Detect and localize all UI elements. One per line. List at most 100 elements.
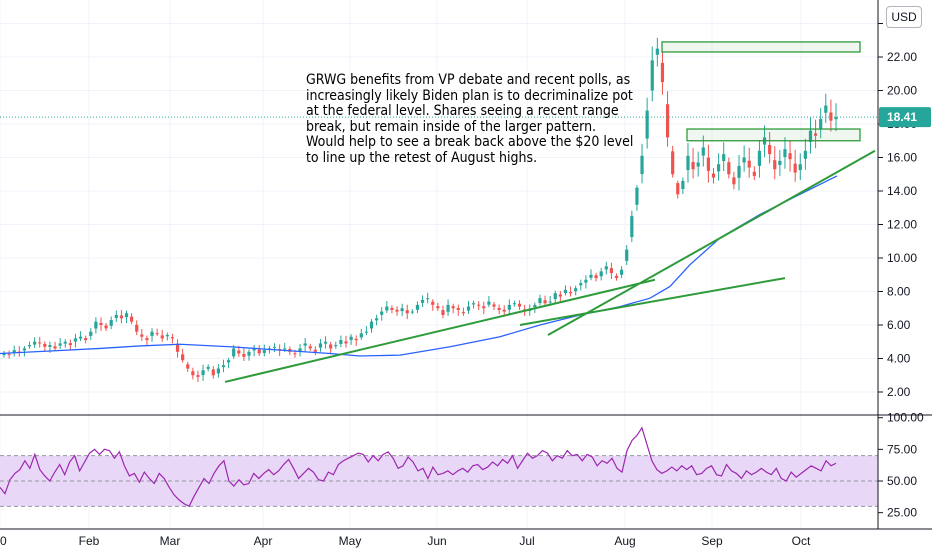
candle-body: [114, 314, 118, 318]
y-tick-label: 6.00: [887, 318, 911, 332]
candle-body: [89, 331, 93, 336]
candle-body: [808, 130, 813, 142]
y-tick-label: 8.00: [887, 285, 911, 299]
candle-body: [798, 164, 802, 171]
candle-body: [813, 133, 818, 136]
candle-body: [375, 318, 379, 321]
candle-body: [487, 301, 491, 305]
candle-body: [38, 342, 42, 344]
candle-body: [517, 303, 522, 307]
candle-body: [334, 345, 338, 347]
candle-body: [135, 324, 139, 332]
candle-body: [752, 171, 756, 176]
candle-body: [339, 340, 343, 344]
rsi-tick-label: 75.00: [887, 442, 917, 456]
candle-body: [706, 157, 710, 171]
candle-body: [640, 155, 644, 175]
candle-body: [226, 360, 231, 363]
candle-body: [446, 304, 450, 312]
candle-body: [124, 313, 129, 318]
rsi-line: [0, 426, 837, 508]
candle-body: [145, 338, 149, 341]
candle-body: [477, 304, 481, 306]
candle-body: [711, 173, 716, 178]
candle-body: [99, 322, 103, 325]
candle-body: [308, 346, 312, 349]
candle-body: [329, 344, 333, 349]
y-tick-label: 14.00: [887, 184, 917, 198]
candle-body: [671, 151, 675, 175]
candle-body: [502, 309, 506, 312]
candle-body: [104, 325, 108, 329]
candle-body: [242, 353, 246, 357]
candlestick-series: [2, 37, 838, 382]
candle-body: [293, 353, 297, 355]
candle-body: [211, 369, 215, 376]
candle-body: [140, 334, 144, 337]
candle-body: [574, 288, 578, 292]
candle-body: [364, 331, 369, 333]
y-tick-label: 10.00: [887, 251, 917, 265]
axes: [0, 0, 932, 530]
candle-body: [186, 364, 190, 369]
currency-button[interactable]: USD: [886, 6, 922, 28]
candle-body: [793, 163, 797, 173]
candle-body: [415, 304, 420, 310]
candle-body: [27, 345, 32, 347]
candle-body: [165, 335, 169, 337]
candle-body: [676, 183, 680, 195]
candle-body: [533, 304, 537, 308]
rsi-tick-label: 100.00: [887, 411, 924, 425]
candle-body: [609, 268, 614, 274]
candle-body: [201, 370, 205, 376]
candle-body: [456, 308, 460, 310]
candle-body: [390, 307, 394, 310]
candle-body: [257, 349, 261, 354]
candle-body: [778, 160, 782, 166]
candle-body: [420, 299, 425, 303]
grid-lines: [0, 0, 878, 528]
x-tick-label: Aug: [614, 534, 635, 548]
candle-body: [579, 283, 583, 286]
candle-body: [783, 149, 787, 157]
candle-body: [150, 331, 154, 336]
candle-body: [196, 375, 200, 377]
candle-body: [400, 308, 404, 312]
candle-body: [130, 316, 134, 322]
candle-body: [645, 110, 649, 139]
candle-body: [78, 336, 83, 339]
candle-body: [48, 345, 52, 347]
candle-body: [303, 343, 307, 346]
candle-body: [471, 303, 476, 305]
candle-body: [395, 309, 399, 312]
x-tick-label: Feb: [79, 534, 100, 548]
candle-body: [497, 307, 501, 310]
moving-average-series: [0, 175, 838, 357]
candle-body: [737, 165, 741, 178]
candle-body: [354, 338, 358, 341]
candle-body: [431, 301, 435, 305]
candle-body: [620, 269, 624, 275]
candle-body: [84, 338, 88, 341]
x-tick-label: Mar: [160, 534, 181, 548]
candle-body: [604, 266, 608, 270]
candle-body: [313, 349, 317, 352]
candle-body: [630, 216, 634, 238]
candle-body: [73, 338, 78, 342]
candle-body: [380, 311, 384, 315]
candle-body: [318, 343, 323, 348]
candle-body: [589, 274, 593, 278]
candle-body: [686, 155, 690, 171]
candle-body: [824, 105, 828, 113]
candle-body: [696, 162, 700, 167]
candle-body: [385, 306, 389, 311]
candle-body: [727, 162, 731, 175]
candle-body: [232, 348, 236, 357]
candle-body: [492, 304, 496, 307]
support-trendline-1: [224, 278, 656, 383]
last-price-label: 18.41: [887, 110, 917, 124]
candle-body: [426, 298, 430, 300]
candle-body: [482, 306, 486, 309]
candle-body: [614, 275, 619, 279]
